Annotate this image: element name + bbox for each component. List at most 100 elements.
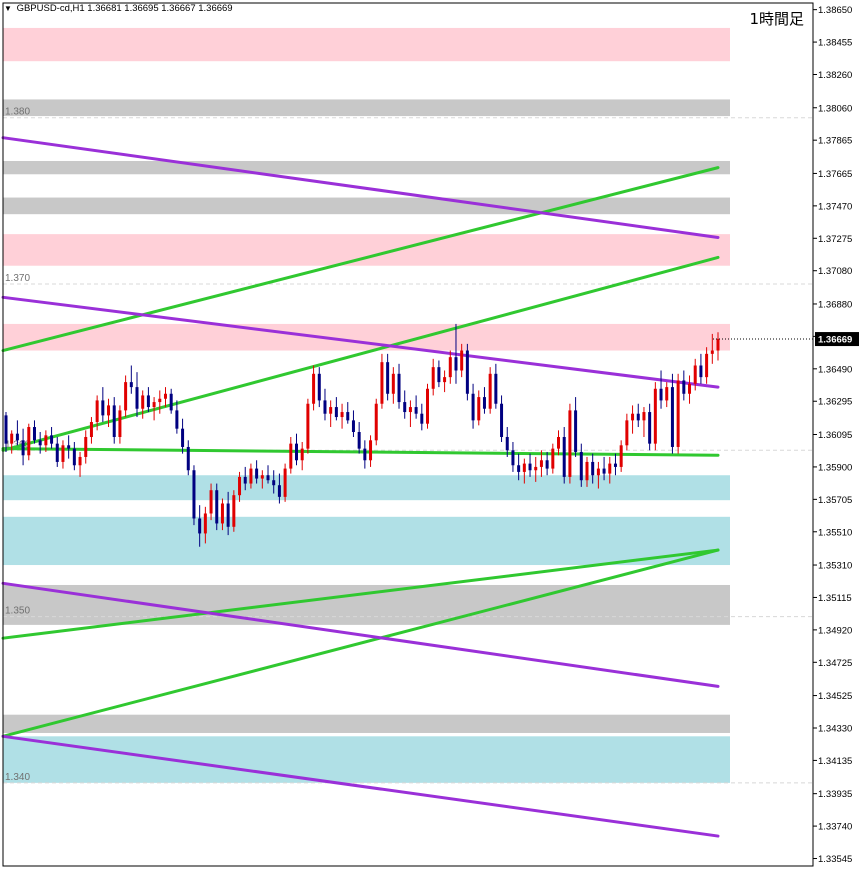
candle-layer [4, 323, 720, 547]
candle-body [391, 373, 395, 394]
candle-body [101, 400, 105, 416]
zone-resistance [3, 234, 730, 266]
candle-body [653, 388, 657, 444]
price-tick-label: 1.34525 [818, 691, 852, 702]
candle-body [203, 513, 207, 534]
price-tick-label: 1.38650 [818, 5, 852, 16]
candle-body [4, 415, 8, 444]
candle-body [283, 468, 287, 497]
candle-body [312, 373, 316, 404]
price-tick-label: 1.34725 [818, 658, 852, 669]
candle-body [688, 383, 692, 394]
price-tick-label: 1.35900 [818, 462, 852, 473]
candle-body [551, 448, 555, 469]
round-level-label: 1.380 [5, 107, 30, 118]
candle-body [129, 382, 133, 388]
price-tick-label: 1.37470 [818, 201, 852, 212]
candle-body [10, 433, 14, 444]
candle-body [482, 397, 486, 409]
candle-body [710, 350, 714, 354]
candle-body [329, 407, 333, 414]
candle-body [118, 410, 122, 437]
candle-body [397, 373, 401, 403]
zone-support [3, 736, 730, 783]
candle-body [243, 476, 247, 484]
candle-body [15, 433, 19, 441]
candle-body [215, 490, 219, 524]
candle-body [437, 367, 441, 383]
candle-body [226, 503, 230, 527]
candle-body [346, 412, 350, 421]
candle-body [403, 402, 407, 413]
trendline [1, 734, 720, 838]
zone-layer [3, 27, 730, 783]
candle-body [522, 463, 526, 472]
candle-body [448, 357, 452, 378]
candle-body [300, 448, 304, 461]
round-level-label: 1.370 [5, 273, 30, 284]
chart-header: ▼ GBPUSD-cd,H1 1.36681 1.36695 1.36667 1… [4, 3, 233, 14]
zone-support [3, 475, 730, 501]
candle-body [255, 468, 259, 479]
candle-body [95, 400, 99, 423]
candle-body [340, 412, 344, 418]
candle-body [465, 350, 469, 394]
trendline [1, 548, 720, 738]
candle-body [55, 443, 59, 462]
candle-body [562, 436, 566, 477]
candle-body [78, 456, 82, 466]
candle-body [386, 362, 390, 394]
price-tick-label: 1.38455 [818, 38, 852, 49]
candle-body [454, 357, 458, 371]
candle-body [260, 475, 264, 479]
price-tick-label: 1.35115 [818, 593, 852, 604]
price-tick-label: 1.36295 [818, 397, 852, 408]
candle-body [408, 407, 412, 413]
candle-body [505, 436, 509, 451]
collapse-arrow-icon[interactable]: ▼ [4, 4, 12, 13]
zone-neutral [3, 584, 730, 625]
candle-body [186, 446, 190, 471]
candle-body [38, 440, 42, 446]
price-tick-label: 1.33935 [818, 789, 852, 800]
candle-body [181, 428, 185, 447]
candle-body [642, 412, 646, 421]
candle-body [534, 466, 538, 471]
candle-body [676, 380, 680, 447]
price-tick-label: 1.35510 [818, 527, 852, 538]
trendline [1, 548, 720, 640]
candle-body [163, 393, 167, 399]
candle-body [631, 413, 635, 421]
candle-body [306, 403, 310, 449]
candle-body [477, 397, 481, 421]
candle-body [152, 402, 156, 408]
price-tick-label: 1.33740 [818, 822, 852, 833]
trendline [1, 255, 720, 452]
candle-body [443, 377, 447, 383]
price-tick-label: 1.37865 [818, 136, 852, 147]
round-level-label: 1.340 [5, 772, 30, 783]
zone-neutral [3, 99, 730, 117]
candle-body [107, 405, 111, 416]
candle-body [699, 365, 703, 378]
candle-body [579, 451, 583, 481]
candle-body [44, 435, 48, 446]
candle-body [357, 432, 361, 449]
candle-body [266, 475, 270, 481]
candle-body [608, 463, 612, 474]
candle-body [488, 373, 492, 409]
price-tick-label: 1.35705 [818, 495, 852, 506]
candle-body [72, 448, 76, 466]
candle-body [135, 387, 139, 409]
candle-body [494, 373, 498, 404]
candle-body [517, 465, 521, 472]
candle-body [596, 468, 600, 476]
price-tick-label: 1.38060 [818, 103, 852, 114]
candle-body [141, 395, 145, 409]
candle-body [545, 460, 549, 469]
candle-body [323, 400, 327, 414]
candle-body [89, 422, 93, 437]
candle-body [665, 387, 669, 401]
candle-body [363, 448, 367, 461]
